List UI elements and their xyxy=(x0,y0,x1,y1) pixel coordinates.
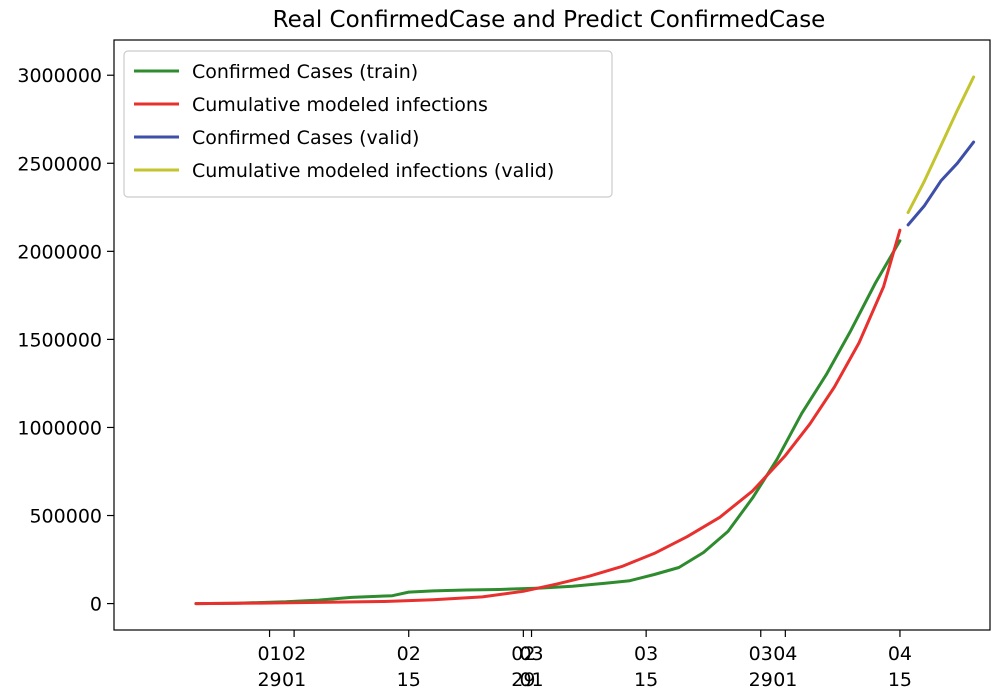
x-tick-label-month: 03 xyxy=(634,643,658,665)
y-tick-label: 0 xyxy=(90,594,102,616)
legend-label: Cumulative modeled infections xyxy=(192,94,488,116)
x-tick-label-day: 29 xyxy=(749,669,773,690)
x-tick-label-day: 15 xyxy=(634,669,658,690)
x-tick-label-month: 02 xyxy=(511,643,535,665)
y-tick-label: 1000000 xyxy=(17,417,102,439)
legend-box xyxy=(123,50,613,198)
x-tick-label-day: 01 xyxy=(282,669,306,690)
plot-area-frame xyxy=(113,39,991,631)
x-tick-label-day: 01 xyxy=(519,669,543,690)
x-tick-label-month: 03 xyxy=(519,643,543,665)
x-tick-label-day: 01 xyxy=(773,669,797,690)
series-line-3 xyxy=(906,140,976,227)
legend-label: Cumulative modeled infections (valid) xyxy=(192,160,554,182)
x-tick-label-month: 04 xyxy=(773,643,797,665)
x-tick-label-month: 02 xyxy=(397,643,421,665)
series-line-1 xyxy=(194,239,902,606)
series-layer xyxy=(194,75,976,606)
legend: Confirmed Cases (train) Cumulative modele… xyxy=(123,50,613,198)
series-line-4 xyxy=(906,75,976,215)
y-tick-label: 1500000 xyxy=(17,329,102,351)
x-tick-label-month: 02 xyxy=(282,643,306,665)
series-line-2 xyxy=(194,228,902,606)
x-tick-label-month: 01 xyxy=(257,643,281,665)
y-tick-label: 2000000 xyxy=(17,241,102,263)
y-tick-label: 500000 xyxy=(29,506,102,528)
x-tick-label-month: 03 xyxy=(749,643,773,665)
y-tick-label: 2500000 xyxy=(17,153,102,175)
legend-label: Confirmed Cases (valid) xyxy=(192,127,419,149)
x-tick-label-month: 04 xyxy=(888,643,912,665)
legend-label: Confirmed Cases (train) xyxy=(192,61,418,83)
x-tick-label-day: 29 xyxy=(511,669,535,690)
x-tick-label-day: 15 xyxy=(888,669,912,690)
x-tick-label-day: 29 xyxy=(257,669,281,690)
chart-title: Real ConfirmedCase and Predict Confirmed… xyxy=(273,7,826,33)
x-tick-label-day: 15 xyxy=(397,669,421,690)
y-tick-label: 3000000 xyxy=(17,65,102,87)
y-axis: 0 500000 1000000 1500000 2000000 2500000 30000… xyxy=(17,65,114,616)
